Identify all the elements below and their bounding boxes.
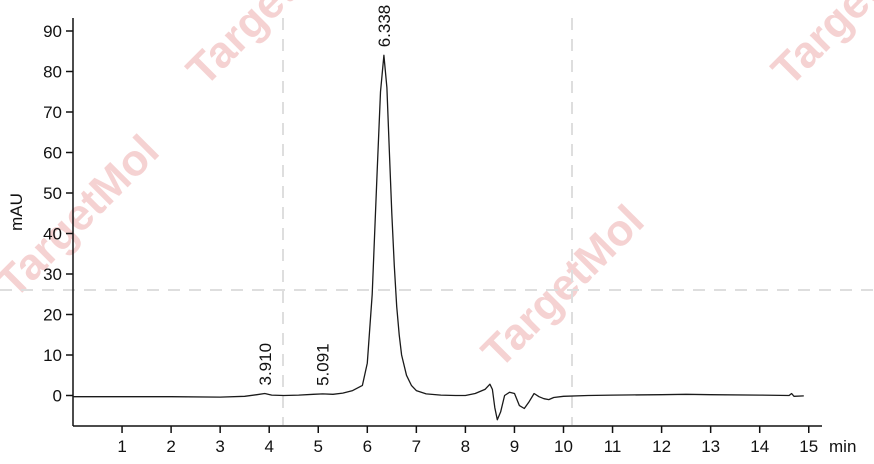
peak-label: 5.091	[314, 343, 333, 386]
x-tick-label: 7	[412, 437, 421, 456]
guide-lines	[0, 18, 874, 425]
y-axis-label: mAU	[7, 193, 26, 231]
y-tick-label: 0	[53, 387, 62, 406]
axes	[72, 18, 822, 427]
x-tick-label: 2	[166, 437, 175, 456]
watermark-group: TargetMol TargetMol TargetMol TargetMol	[0, 0, 874, 377]
x-tick-label: 12	[652, 437, 671, 456]
y-tick-label: 50	[43, 184, 62, 203]
x-axis-label: min	[829, 437, 856, 456]
x-tick-label: 5	[314, 437, 323, 456]
x-tick-label: 14	[750, 437, 769, 456]
x-tick-label: 1	[117, 437, 126, 456]
y-tick-label: 30	[43, 265, 62, 284]
peak-labels: 3.910 5.091 6.338	[256, 5, 394, 386]
peak-label: 3.910	[256, 343, 275, 386]
y-ticks: 0 10 20 30 40 50 60 70 80 90	[43, 22, 73, 406]
watermark-text: TargetMol	[762, 0, 874, 95]
x-tick-label: 3	[215, 437, 224, 456]
x-ticks: 1 2 3 4 5 6 7 8 9 10 11 12 13 14 15	[117, 426, 818, 456]
x-tick-label: 6	[363, 437, 372, 456]
y-tick-label: 60	[43, 144, 62, 163]
y-tick-label: 80	[43, 63, 62, 82]
watermark-text: TargetMol	[472, 196, 653, 377]
x-tick-label: 11	[604, 437, 622, 456]
x-tick-label: 9	[510, 437, 519, 456]
x-tick-label: 4	[264, 437, 273, 456]
peak-label: 6.338	[375, 5, 394, 48]
y-tick-label: 20	[43, 306, 62, 325]
y-tick-label: 40	[43, 225, 62, 244]
y-tick-label: 90	[43, 22, 62, 41]
x-tick-label: 13	[701, 437, 720, 456]
y-tick-label: 70	[43, 103, 62, 122]
y-tick-label: 10	[43, 346, 62, 365]
x-tick-label: 10	[554, 437, 573, 456]
x-tick-label: 15	[799, 437, 818, 456]
chromatogram-trace	[73, 54, 804, 421]
series-group	[73, 54, 804, 421]
x-tick-label: 8	[461, 437, 470, 456]
watermark-text: TargetMol	[177, 0, 358, 95]
